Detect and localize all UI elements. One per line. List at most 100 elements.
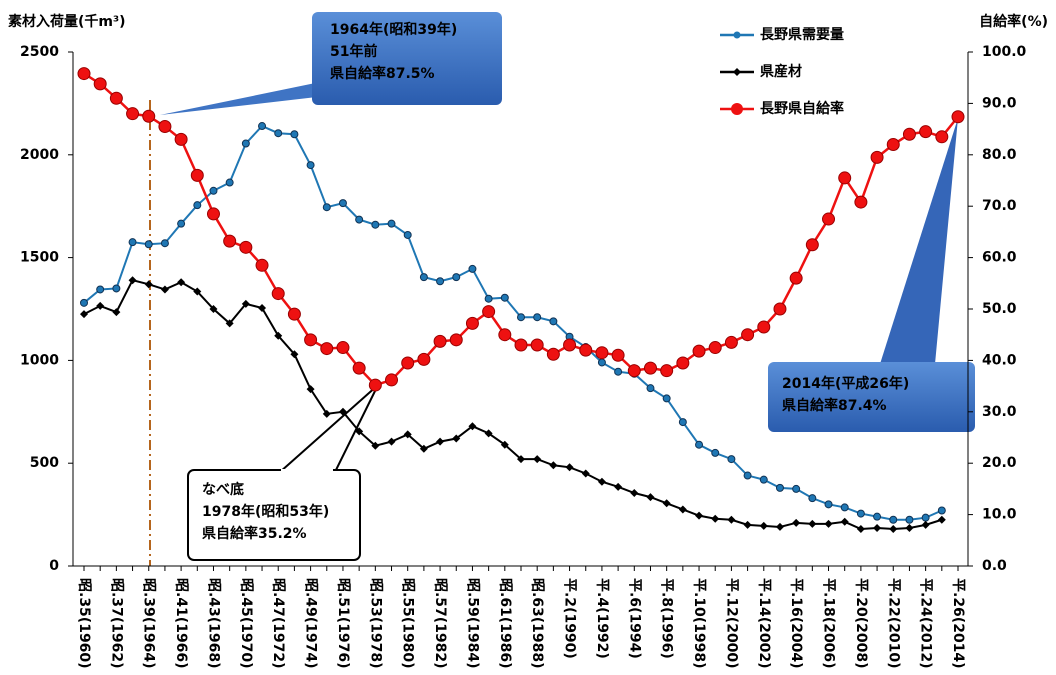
point xyxy=(579,343,593,357)
point xyxy=(743,471,752,480)
point xyxy=(824,519,833,528)
point xyxy=(630,489,639,498)
callout-box xyxy=(768,362,975,432)
point xyxy=(322,409,331,418)
series-line xyxy=(83,72,959,387)
annotation: 県自給率35.2% xyxy=(202,525,307,542)
point xyxy=(158,120,172,134)
point xyxy=(822,212,836,226)
point xyxy=(676,356,690,370)
point xyxy=(500,293,509,302)
point xyxy=(336,341,350,355)
x-tick-label: 昭.55(1980) xyxy=(400,578,416,669)
point xyxy=(209,305,218,313)
point xyxy=(174,132,188,146)
point xyxy=(385,373,399,387)
point xyxy=(417,352,431,366)
point xyxy=(484,294,493,303)
point xyxy=(662,499,671,508)
y-tick-label: 2000 xyxy=(20,147,59,163)
point xyxy=(614,367,623,376)
point xyxy=(563,338,577,352)
point xyxy=(401,356,415,370)
x-tick-label: 昭.35(1960) xyxy=(76,578,92,669)
point xyxy=(660,364,674,378)
point xyxy=(306,385,315,394)
callout-box xyxy=(312,12,502,105)
point xyxy=(856,524,865,533)
point xyxy=(142,109,156,123)
point xyxy=(403,430,412,439)
point xyxy=(533,313,542,322)
point xyxy=(160,285,169,294)
point xyxy=(889,524,898,533)
point xyxy=(112,284,121,293)
point xyxy=(792,484,801,493)
point xyxy=(646,384,655,393)
callout-pointer xyxy=(277,384,379,473)
point xyxy=(678,418,687,427)
point xyxy=(160,239,169,248)
point xyxy=(465,316,479,330)
point xyxy=(921,520,930,529)
point xyxy=(271,287,285,301)
point xyxy=(597,358,606,367)
point xyxy=(436,437,445,446)
point xyxy=(727,455,736,464)
callout-join xyxy=(281,469,333,473)
point xyxy=(274,129,283,138)
point xyxy=(93,77,107,91)
x-tick-label: 昭.61(1986) xyxy=(497,578,513,669)
point xyxy=(937,506,946,515)
point xyxy=(805,238,819,252)
point xyxy=(546,347,560,361)
point xyxy=(775,522,784,531)
annotation: 1978年(昭和53年) xyxy=(202,503,329,520)
x-tick-label: 昭.37(1962) xyxy=(108,578,124,669)
point xyxy=(355,427,364,436)
point xyxy=(80,310,88,319)
annotation: 2014年(平成26年) xyxy=(782,375,909,392)
point xyxy=(854,195,868,209)
point xyxy=(727,515,736,524)
point xyxy=(498,328,512,342)
y-tick-label: 500 xyxy=(30,455,59,471)
point xyxy=(627,364,641,378)
y2-tick-label: 10.0 xyxy=(982,507,1017,523)
point xyxy=(468,264,477,273)
point xyxy=(387,219,396,228)
point xyxy=(258,122,267,131)
point xyxy=(549,317,558,326)
x-tick-label: 平.12(2000) xyxy=(723,578,739,669)
point xyxy=(724,335,738,349)
x-tick-label: 昭.51(1976) xyxy=(335,578,351,669)
point xyxy=(792,518,801,527)
point xyxy=(144,240,153,249)
y-tick-label: 2500 xyxy=(20,44,59,60)
point xyxy=(287,307,301,321)
point xyxy=(80,298,88,307)
point xyxy=(338,199,347,208)
point xyxy=(433,334,447,348)
point xyxy=(128,238,137,247)
point xyxy=(190,168,204,182)
point xyxy=(775,483,784,492)
point xyxy=(595,346,609,360)
x-tick-label: 平.22(2010) xyxy=(885,578,901,669)
annotation: 県自給率87.4% xyxy=(782,397,887,414)
point xyxy=(484,429,493,438)
point xyxy=(419,444,428,453)
point xyxy=(514,338,528,352)
x-tick-label: 昭.57(1982) xyxy=(432,578,448,669)
point xyxy=(643,361,657,375)
x-tick-label: 昭.59(1984) xyxy=(464,578,480,669)
point xyxy=(109,91,123,105)
y2-tick-label: 0.0 xyxy=(982,558,1007,574)
point xyxy=(873,512,882,521)
point xyxy=(549,461,558,470)
point xyxy=(759,475,768,484)
point xyxy=(209,186,218,195)
y2-tick-label: 70.0 xyxy=(982,198,1017,214)
y2-tick-label: 50.0 xyxy=(982,301,1017,317)
